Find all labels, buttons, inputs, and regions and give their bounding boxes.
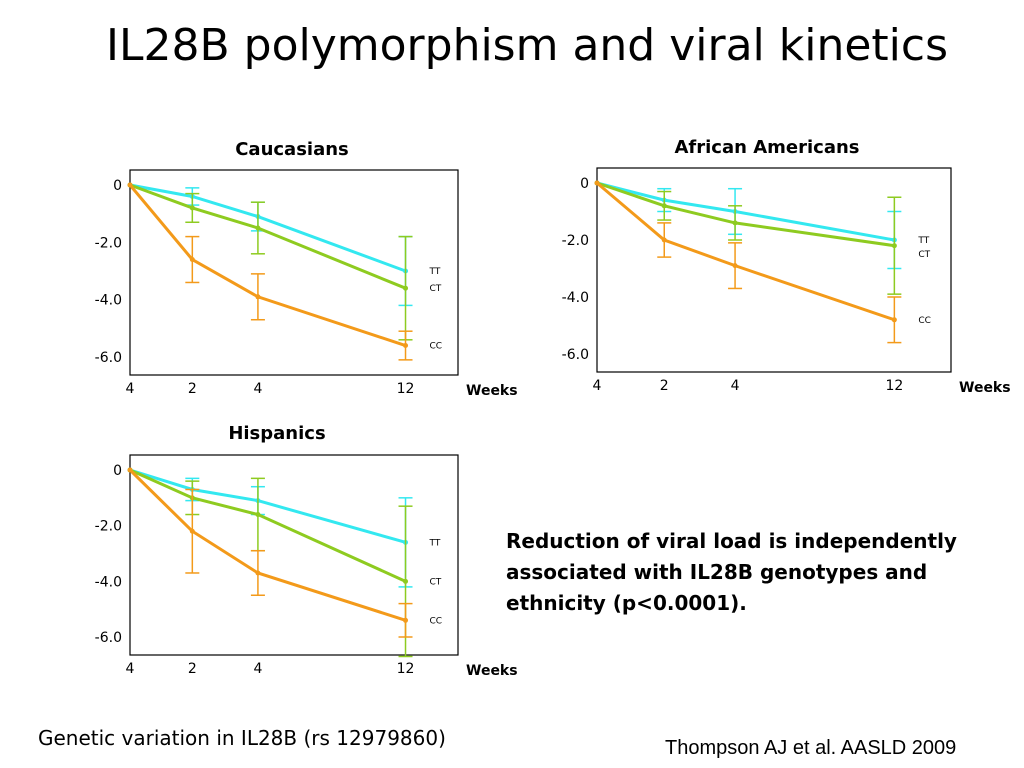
series-line-tt [596, 181, 895, 242]
x-tick-label: 4 [126, 381, 135, 397]
data-point-cc [891, 317, 897, 323]
data-point-cc [189, 528, 195, 534]
x-axis-label: Weeks [959, 380, 1011, 396]
x-axis-label: Weeks [466, 663, 518, 679]
series-label-tt: TT [917, 236, 929, 246]
y-tick-label: 0 [113, 178, 122, 194]
series-label-tt: TT [429, 538, 441, 548]
series-line-cc [128, 468, 406, 622]
y-tick-label: -4.0 [95, 293, 122, 309]
data-point-ct [732, 220, 738, 226]
x-tick-label: 4 [253, 381, 262, 397]
x-tick-label: 12 [397, 381, 415, 397]
data-point-ct [891, 243, 897, 249]
data-point-ct [255, 225, 261, 231]
series-line-tt [129, 468, 406, 544]
data-point-ct [403, 285, 409, 291]
chart-title: Caucasians [235, 139, 349, 160]
data-point-ct [189, 205, 195, 211]
series-line-ct [596, 181, 895, 248]
data-point-cc [403, 617, 409, 623]
data-point-cc [732, 263, 738, 269]
series-label-ct: CT [430, 284, 442, 294]
data-point-cc [127, 182, 133, 188]
series-label-ct: CT [918, 250, 930, 260]
x-tick-label: 4 [593, 378, 602, 394]
data-point-cc [255, 294, 261, 300]
series-label-cc: CC [430, 616, 443, 626]
footer-genetic-variation: Genetic variation in IL28B (rs 12979860) [38, 726, 446, 750]
chart-title: Hispanics [228, 423, 325, 444]
series-line-cc [596, 181, 895, 322]
data-point-cc [403, 343, 409, 349]
y-tick-label: 0 [113, 463, 122, 479]
y-tick-label: -2.0 [95, 519, 122, 535]
x-axis-label: Weeks [466, 383, 518, 399]
series-line-tt [129, 183, 407, 273]
series-line-ct [129, 468, 407, 583]
x-tick-label: 2 [188, 381, 197, 397]
data-point-cc [255, 570, 261, 576]
series-label-cc: CC [918, 316, 931, 326]
y-tick-label: 0 [580, 176, 589, 192]
series-line-cc [128, 184, 406, 347]
y-tick-label: -2.0 [562, 233, 589, 249]
y-tick-label: -2.0 [95, 235, 122, 251]
plot-frame [129, 454, 459, 656]
x-tick-label: 12 [885, 378, 903, 394]
x-tick-label: 4 [126, 661, 135, 677]
data-point-ct [255, 512, 261, 518]
data-point-cc [594, 180, 600, 186]
x-tick-label: 2 [660, 378, 669, 394]
series-line-ct [129, 183, 407, 290]
x-tick-label: 4 [731, 378, 740, 394]
footer-citation: Thompson AJ et al. AASLD 2009 [665, 737, 957, 759]
x-tick-label: 12 [397, 661, 415, 677]
x-tick-label: 4 [253, 661, 262, 677]
y-tick-label: -4.0 [562, 290, 589, 306]
series-label-tt: TT [429, 267, 441, 277]
y-tick-label: -6.0 [95, 630, 122, 646]
data-point-cc [127, 467, 133, 473]
y-tick-label: -6.0 [95, 350, 122, 366]
series-label-cc: CC [430, 342, 443, 352]
conclusion-text: Reduction of viral load is independently… [506, 529, 957, 615]
y-tick-label: -6.0 [562, 347, 589, 363]
data-point-ct [403, 578, 409, 584]
data-point-cc [661, 237, 667, 243]
y-tick-label: -4.0 [95, 574, 122, 590]
data-point-ct [661, 203, 667, 209]
plot-frame [129, 169, 459, 376]
plot-frame [596, 167, 952, 373]
slide-title: IL28B polymorphism and viral kinetics [106, 20, 948, 71]
chart-title: African Americans [675, 137, 860, 158]
data-point-cc [189, 257, 195, 263]
x-tick-label: 2 [188, 661, 197, 677]
series-label-ct: CT [430, 577, 442, 587]
